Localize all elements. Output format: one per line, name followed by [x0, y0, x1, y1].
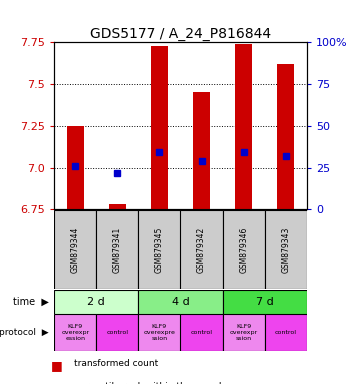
Text: KLF9
overexpre
ssion: KLF9 overexpre ssion — [144, 324, 175, 341]
Bar — [54, 290, 138, 314]
Text: control: control — [191, 330, 213, 335]
Text: KLF9
overexpr
ession: KLF9 overexpr ession — [61, 324, 89, 341]
Text: ■: ■ — [51, 359, 62, 372]
Text: percentile rank within the sample: percentile rank within the sample — [74, 382, 227, 384]
Bar — [265, 210, 307, 289]
Bar — [223, 210, 265, 289]
Bar — [180, 210, 223, 289]
Text: GSM879344: GSM879344 — [71, 226, 80, 273]
Bar — [277, 64, 294, 209]
Text: KLF9
overexpr
ssion: KLF9 overexpr ssion — [230, 324, 258, 341]
Bar — [54, 314, 96, 351]
Bar — [67, 126, 84, 209]
Text: GSM879341: GSM879341 — [113, 226, 122, 273]
Bar — [138, 290, 223, 314]
Bar — [138, 210, 180, 289]
Bar — [109, 204, 126, 209]
Text: control: control — [275, 330, 297, 335]
Text: 7 d: 7 d — [256, 296, 274, 307]
Text: 4 d: 4 d — [171, 296, 190, 307]
Text: time  ▶: time ▶ — [13, 296, 49, 307]
Text: GSM879343: GSM879343 — [281, 226, 290, 273]
Text: GSM879345: GSM879345 — [155, 226, 164, 273]
Text: GSM879346: GSM879346 — [239, 226, 248, 273]
Text: GSM879342: GSM879342 — [197, 226, 206, 273]
Bar — [223, 290, 307, 314]
Bar — [193, 92, 210, 209]
Text: control: control — [106, 330, 128, 335]
Bar — [180, 314, 223, 351]
Bar — [151, 46, 168, 209]
Text: ■: ■ — [51, 382, 62, 384]
Bar — [265, 314, 307, 351]
Text: 2 d: 2 d — [87, 296, 105, 307]
Bar — [96, 210, 138, 289]
Text: transformed count: transformed count — [74, 359, 158, 367]
Bar — [138, 314, 180, 351]
Bar — [54, 210, 96, 289]
Text: protocol  ▶: protocol ▶ — [0, 328, 49, 337]
Bar — [96, 314, 138, 351]
Bar — [235, 44, 252, 209]
Title: GDS5177 / A_24_P816844: GDS5177 / A_24_P816844 — [90, 27, 271, 41]
Bar — [223, 314, 265, 351]
